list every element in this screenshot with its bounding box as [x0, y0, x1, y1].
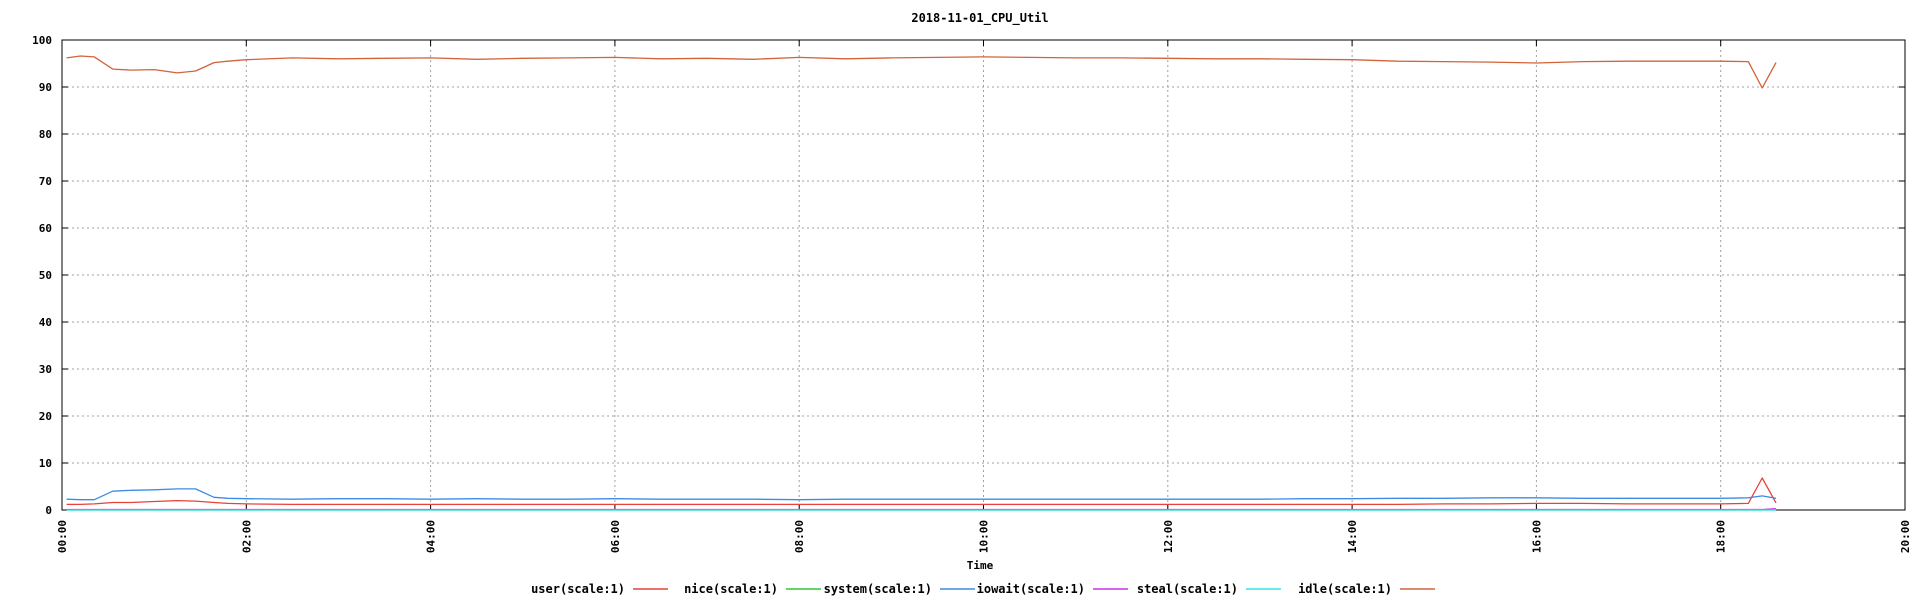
series-line-idle: [66, 55, 1777, 89]
y-tick-label: 100: [32, 34, 52, 47]
y-tick-label: 70: [39, 175, 52, 188]
x-tick-label: 08:00: [793, 520, 806, 553]
legend-label: steal(scale:1): [1137, 582, 1238, 596]
y-tick-label: 80: [39, 128, 52, 141]
legend-label: system(scale:1): [824, 582, 932, 596]
x-tick-label: 18:00: [1715, 520, 1728, 553]
y-tick-label: 50: [39, 269, 52, 282]
y-tick-label: 60: [39, 222, 52, 235]
axis-layer: 0 10 20 30 40 50 60 70 80 90 100 00:00 02:00 04:00 06:…: [32, 34, 1912, 553]
legend-label: idle(scale:1): [1298, 582, 1392, 596]
x-tick-label: 04:00: [425, 520, 438, 553]
y-tick-label: 0: [45, 504, 52, 517]
series-line-user: [66, 477, 1777, 506]
series-line-system: [66, 488, 1777, 501]
x-tick-label: 02:00: [240, 520, 253, 553]
y-tick-label: 90: [39, 81, 52, 94]
legend-label: nice(scale:1): [684, 582, 778, 596]
legend-label: user(scale:1): [531, 582, 625, 596]
x-tick-label: 06:00: [609, 520, 622, 553]
legend: user(scale:1) nice(scale:1) system(scale:1…: [531, 582, 1435, 596]
y-tick-label: 10: [39, 457, 52, 470]
y-tick-label: 40: [39, 316, 52, 329]
legend-label: iowait(scale:1): [977, 582, 1085, 596]
x-axis-label: Time: [967, 559, 994, 572]
x-tick-label: 16:00: [1530, 520, 1543, 553]
series-layer: [66, 55, 1777, 511]
x-tick-label: 14:00: [1346, 520, 1359, 553]
x-tick-label: 00:00: [56, 520, 69, 553]
y-tick-label: 20: [39, 410, 52, 423]
x-tick-label: 20:00: [1899, 520, 1912, 553]
chart-title: 2018-11-01_CPU_Util: [911, 11, 1048, 26]
x-tick-label: 12:00: [1162, 520, 1175, 553]
x-tick-label: 10:00: [978, 520, 991, 553]
y-tick-label: 30: [39, 363, 52, 376]
grid-layer: [62, 40, 1905, 510]
